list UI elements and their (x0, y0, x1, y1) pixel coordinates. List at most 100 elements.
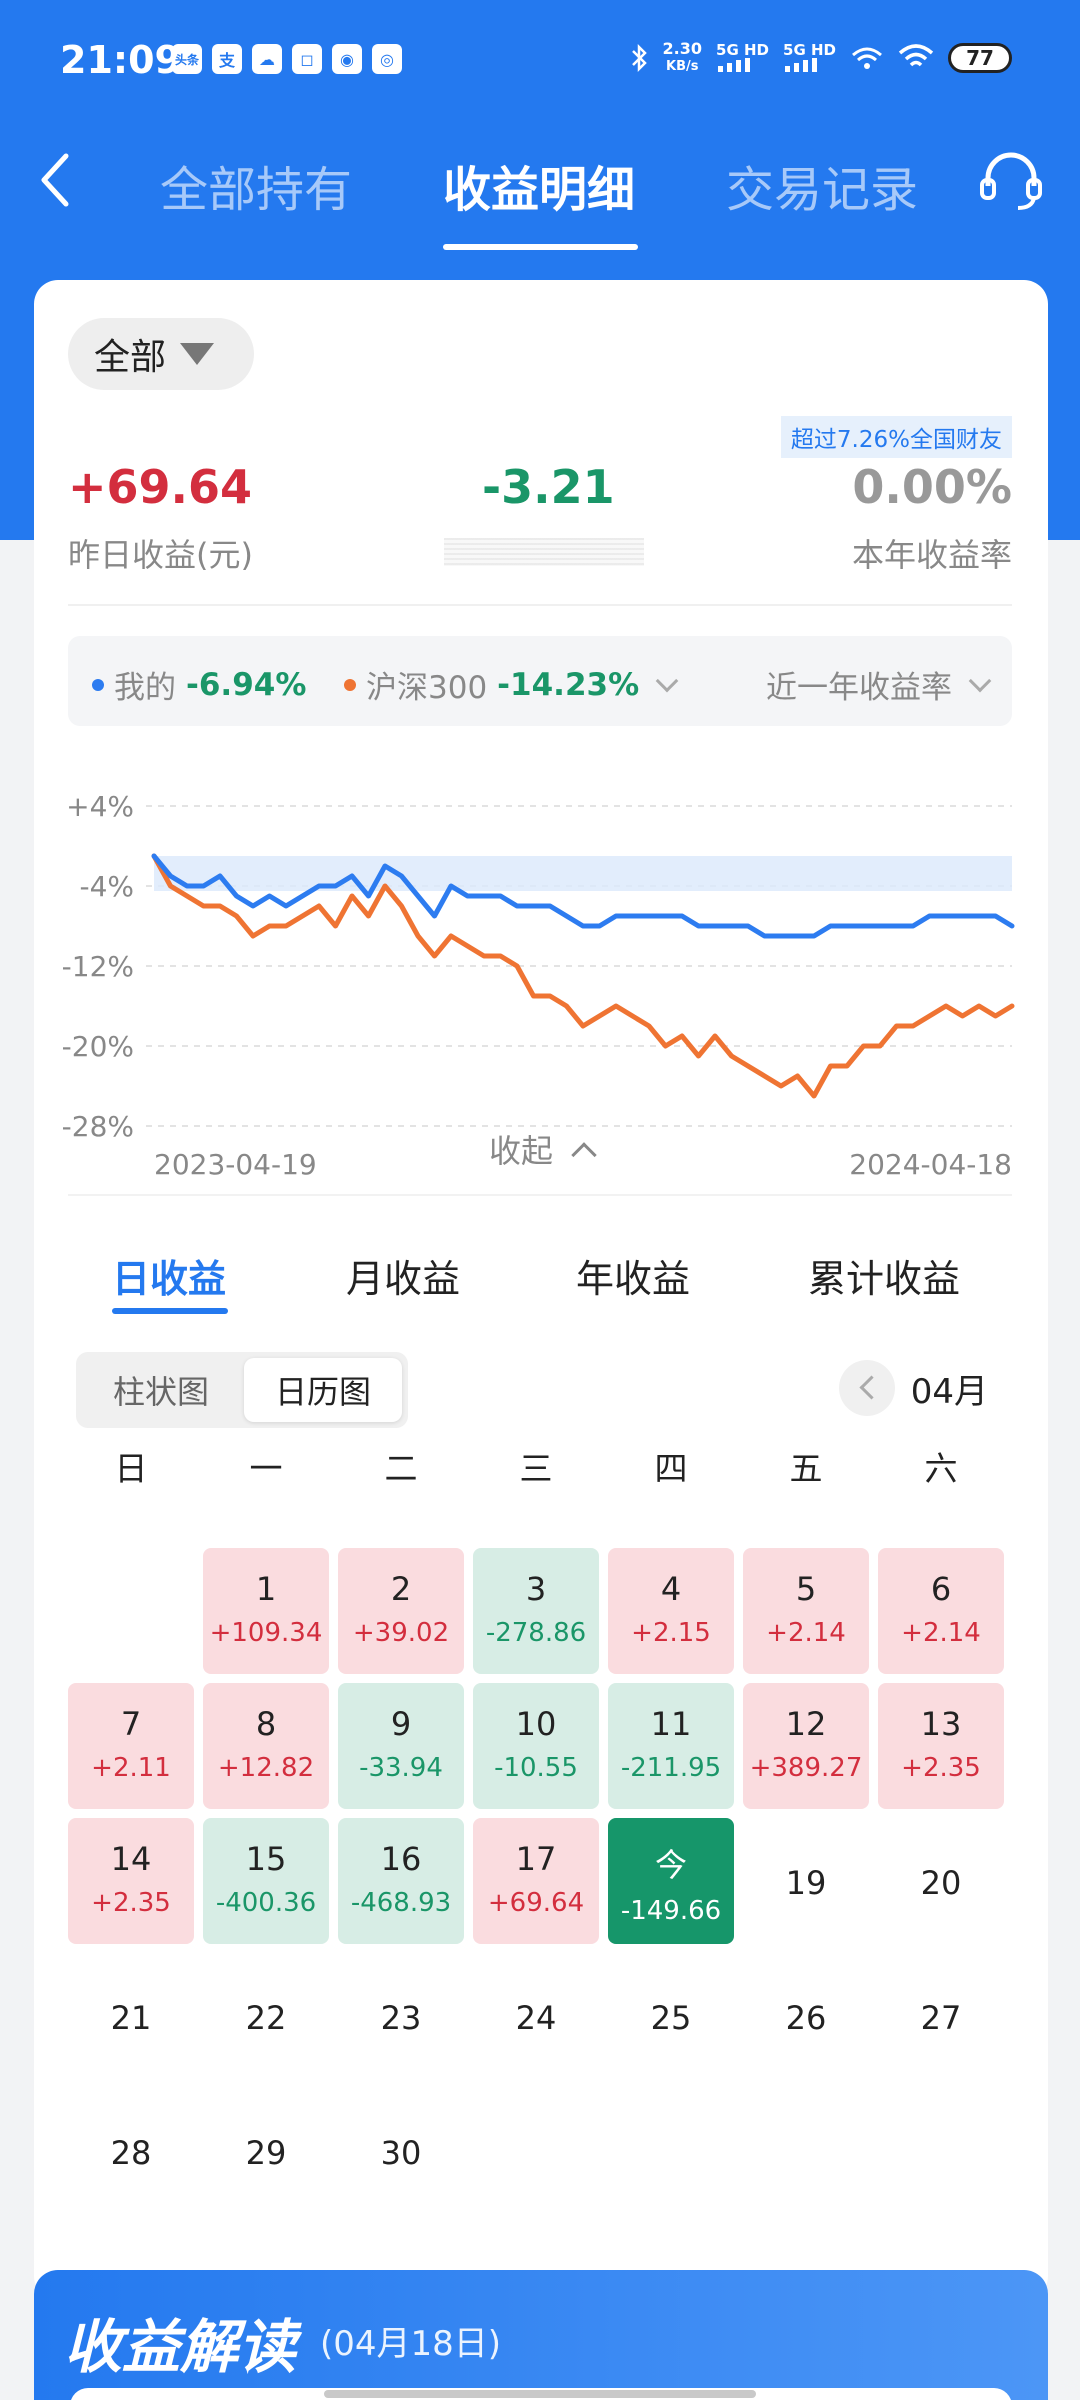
tab-all-holdings[interactable]: 全部持有 (160, 162, 353, 218)
calendar-day[interactable]: 13 +2.35 (878, 1683, 1004, 1809)
back-arrow-icon[interactable] (36, 150, 76, 210)
period-label: 近一年收益率 (766, 670, 952, 706)
calendar-day[interactable]: 19 (743, 1818, 869, 1944)
chevron-down-icon (655, 669, 679, 692)
chevron-up-icon (571, 1142, 597, 1168)
tab-daily-income[interactable]: 日收益 (112, 1257, 227, 1301)
weekday-header: 日 一 二 三 四 五 六 (68, 1442, 1010, 1502)
signal-icon (785, 57, 818, 72)
calendar-day[interactable]: 3 -278.86 (473, 1548, 599, 1674)
previous-month-button[interactable] (838, 1360, 895, 1416)
calendar-day[interactable]: 8 +12.82 (203, 1683, 329, 1809)
y-tick-label: -12% (62, 950, 134, 983)
top-nav: 全部持有 收益明细 交易记录 (0, 130, 1080, 250)
calendar-day[interactable]: 16 -468.93 (338, 1818, 464, 1944)
income-analysis-banner[interactable]: 收益解读 (04月18日) (34, 2270, 1048, 2400)
tab-cumulative-income[interactable]: 累计收益 (808, 1257, 961, 1301)
battery-indicator: 77 (948, 43, 1012, 73)
tab-income-detail[interactable]: 收益明细 (443, 162, 636, 218)
calendar-day[interactable]: 6 +2.14 (878, 1548, 1004, 1674)
divider (68, 604, 1012, 606)
day-number: 3 (525, 1570, 547, 1608)
day-income: +2.35 (91, 1888, 171, 1918)
calendar-day[interactable]: 1 +109.34 (203, 1548, 329, 1674)
day-income: +109.34 (209, 1618, 323, 1648)
wifi-icon (898, 44, 934, 67)
weekday-label: 四 (654, 1449, 688, 1488)
calendar-day[interactable]: 14 +2.35 (68, 1818, 194, 1944)
calendar-day[interactable]: 24 (473, 1953, 599, 2079)
benchmark-band (154, 856, 1012, 891)
weekday-label: 日 (114, 1449, 148, 1488)
current-month: 04月 (910, 1371, 988, 1412)
collapse-button[interactable]: 收起 (34, 1126, 1048, 1172)
day-income: -400.36 (215, 1888, 317, 1918)
period-selector[interactable]: 近一年收益率 (766, 662, 992, 707)
day-number: 29 (245, 2134, 287, 2172)
calendar-day[interactable]: 4 +2.15 (608, 1548, 734, 1674)
bar-chart-view-button[interactable]: 柱状图 (112, 1373, 209, 1411)
calendar-day[interactable]: 27 (878, 1953, 1004, 2079)
day-income: +2.15 (631, 1618, 711, 1648)
day-number: 11 (650, 1705, 692, 1743)
calendar-day[interactable]: 15 -400.36 (203, 1818, 329, 1944)
customer-service-icon[interactable] (978, 148, 1044, 214)
day-number: 1 (255, 1570, 277, 1608)
calendar-day[interactable]: 17 +69.64 (473, 1818, 599, 1944)
tab-transactions[interactable]: 交易记录 (726, 162, 919, 218)
net-speed-unit: KB/s (666, 59, 699, 74)
home-indicator[interactable] (324, 2390, 756, 2398)
legend-index[interactable]: 沪深300 -14.23% (344, 662, 679, 707)
day-number: 30 (380, 2134, 422, 2172)
day-income: +2.14 (766, 1618, 846, 1648)
calendar-day[interactable]: 25 (608, 1953, 734, 2079)
day-income: -468.93 (350, 1888, 452, 1918)
income-card: 全部 超过7.26%全国财友 +69.64 昨日收益(元) -3.21 0.00… (34, 280, 1048, 2300)
calendar-day[interactable]: 2 +39.02 (338, 1548, 464, 1674)
calendar-day[interactable]: 5 +2.14 (743, 1548, 869, 1674)
y-tick-label: -20% (62, 1030, 134, 1063)
series-line (151, 853, 1015, 1099)
status-bar: 21:09 头条 支 ☁ ◻ ◉ ◎ 2.30 KB/s 5G HD 5G HD … (0, 0, 1080, 120)
calendar-day[interactable]: 22 (203, 1953, 329, 2079)
calendar-day[interactable]: 29 (203, 2088, 329, 2214)
day-number: 22 (245, 1999, 287, 2037)
bluetooth-icon (631, 43, 647, 73)
day-number: 9 (390, 1705, 412, 1743)
day-income: -278.86 (485, 1618, 587, 1648)
notification-icon: 支 (212, 44, 242, 74)
legend-mine-value: -6.94% (186, 666, 307, 703)
chart-legend: 我的 -6.94% 沪深300 -14.23% 近一年收益率 (68, 636, 1012, 726)
day-income: +12.82 (217, 1753, 315, 1783)
calendar-day[interactable]: 11 -211.95 (608, 1683, 734, 1809)
calendar-view-button[interactable]: 日历图 (244, 1358, 402, 1422)
yesterday-income-value: +69.64 (68, 460, 253, 514)
day-income: -211.95 (620, 1753, 722, 1783)
sim2-label: 5G HD (783, 40, 836, 59)
day-number: 21 (110, 1999, 152, 2037)
calendar-day[interactable]: 28 (68, 2088, 194, 2214)
day-number: 16 (380, 1840, 422, 1878)
calendar-day[interactable]: 23 (338, 1953, 464, 2079)
tab-yearly-income[interactable]: 年收益 (576, 1257, 691, 1301)
year-return-label: 本年收益率 (851, 536, 1012, 574)
calendar-day[interactable]: 12 +389.27 (743, 1683, 869, 1809)
chevron-down-icon (968, 669, 992, 692)
rank-badge: 超过7.26%全国财友 (780, 416, 1012, 458)
calendar-day[interactable]: 21 (68, 1953, 194, 2079)
holding-filter-dropdown[interactable]: 全部 (68, 318, 254, 390)
calendar-day[interactable]: 10 -10.55 (473, 1683, 599, 1809)
view-toggle: 柱状图 日历图 (76, 1352, 408, 1428)
calendar-day[interactable]: 30 (338, 2088, 464, 2214)
calendar-day[interactable]: 20 (878, 1818, 1004, 1944)
calendar-day[interactable]: 26 (743, 1953, 869, 2079)
calendar-day[interactable]: 9 -33.94 (338, 1683, 464, 1809)
weekday-label: 一 (249, 1449, 283, 1488)
day-income: -149.66 (620, 1896, 722, 1926)
series-line (151, 853, 1015, 939)
calendar-day[interactable]: 7 +2.11 (68, 1683, 194, 1809)
day-number: 5 (795, 1570, 817, 1608)
calendar-day-today[interactable]: 今 -149.66 (608, 1818, 734, 1944)
tab-monthly-income[interactable]: 月收益 (346, 1257, 461, 1301)
day-number: 17 (515, 1840, 557, 1878)
